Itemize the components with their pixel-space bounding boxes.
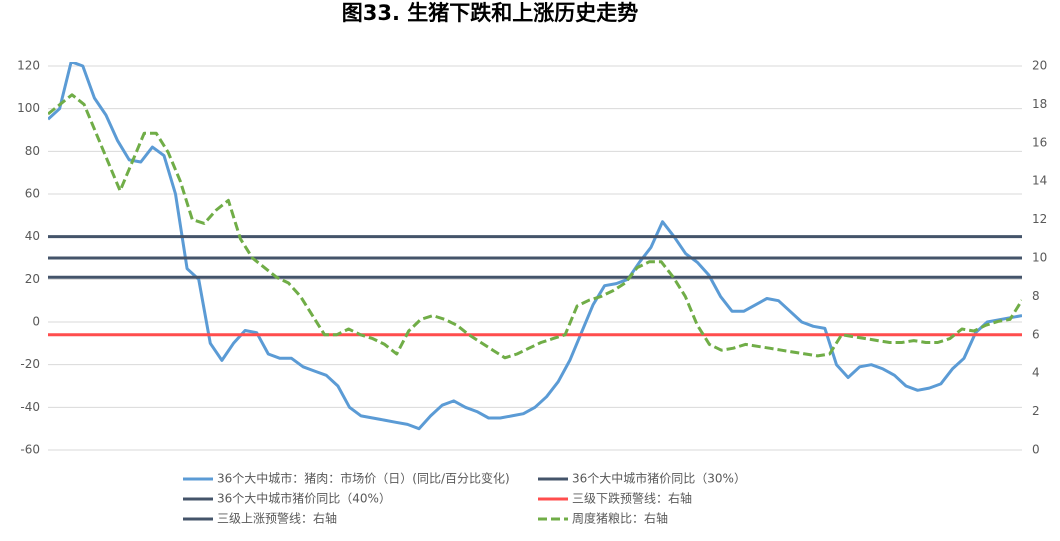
y-tick-label: 0: [32, 315, 40, 329]
legend-label: 三级下跌预警线：右轴: [572, 491, 692, 506]
y-tick-label: 120: [17, 59, 40, 73]
y2-tick-label: 4: [1032, 366, 1040, 380]
legend-label: 36个大中城市猪价同比（40%）: [217, 491, 391, 506]
chart-title: 图33. 生猪下跌和上涨历史走势: [342, 1, 639, 25]
y2-tick-label: 10: [1032, 251, 1047, 265]
legend-label: 36个大中城市：猪肉：市场价（日）(同比/百分比变化): [217, 471, 510, 486]
y-tick-label: 40: [25, 229, 40, 243]
y2-tick-label: 2: [1032, 404, 1040, 418]
series-line: [48, 62, 1022, 431]
y2-tick-label: 20: [1032, 59, 1047, 73]
legend-label: 36个大中城市猪价同比（30%）: [572, 471, 746, 486]
y-tick-label: -60: [20, 443, 40, 457]
series-line: [48, 93, 1022, 360]
y2-tick-label: 18: [1032, 97, 1047, 111]
y2-tick-label: 12: [1032, 212, 1047, 226]
legend-label: 周度猪粮比：右轴: [572, 511, 668, 526]
y2-tick-label: 14: [1032, 174, 1047, 188]
y2-tick-label: 16: [1032, 135, 1047, 149]
y-tick-label: 100: [17, 101, 40, 115]
y-tick-label: 60: [25, 187, 40, 201]
y-tick-label: -40: [20, 400, 40, 414]
y-tick-label: 20: [25, 272, 40, 286]
y-tick-label: 80: [25, 144, 40, 158]
y2-tick-label: 6: [1032, 327, 1040, 341]
y2-tick-label: 0: [1032, 443, 1040, 457]
y-tick-label: -20: [20, 357, 40, 371]
y2-tick-label: 8: [1032, 289, 1040, 303]
legend-label: 三级上涨预警线：右轴: [217, 511, 337, 526]
